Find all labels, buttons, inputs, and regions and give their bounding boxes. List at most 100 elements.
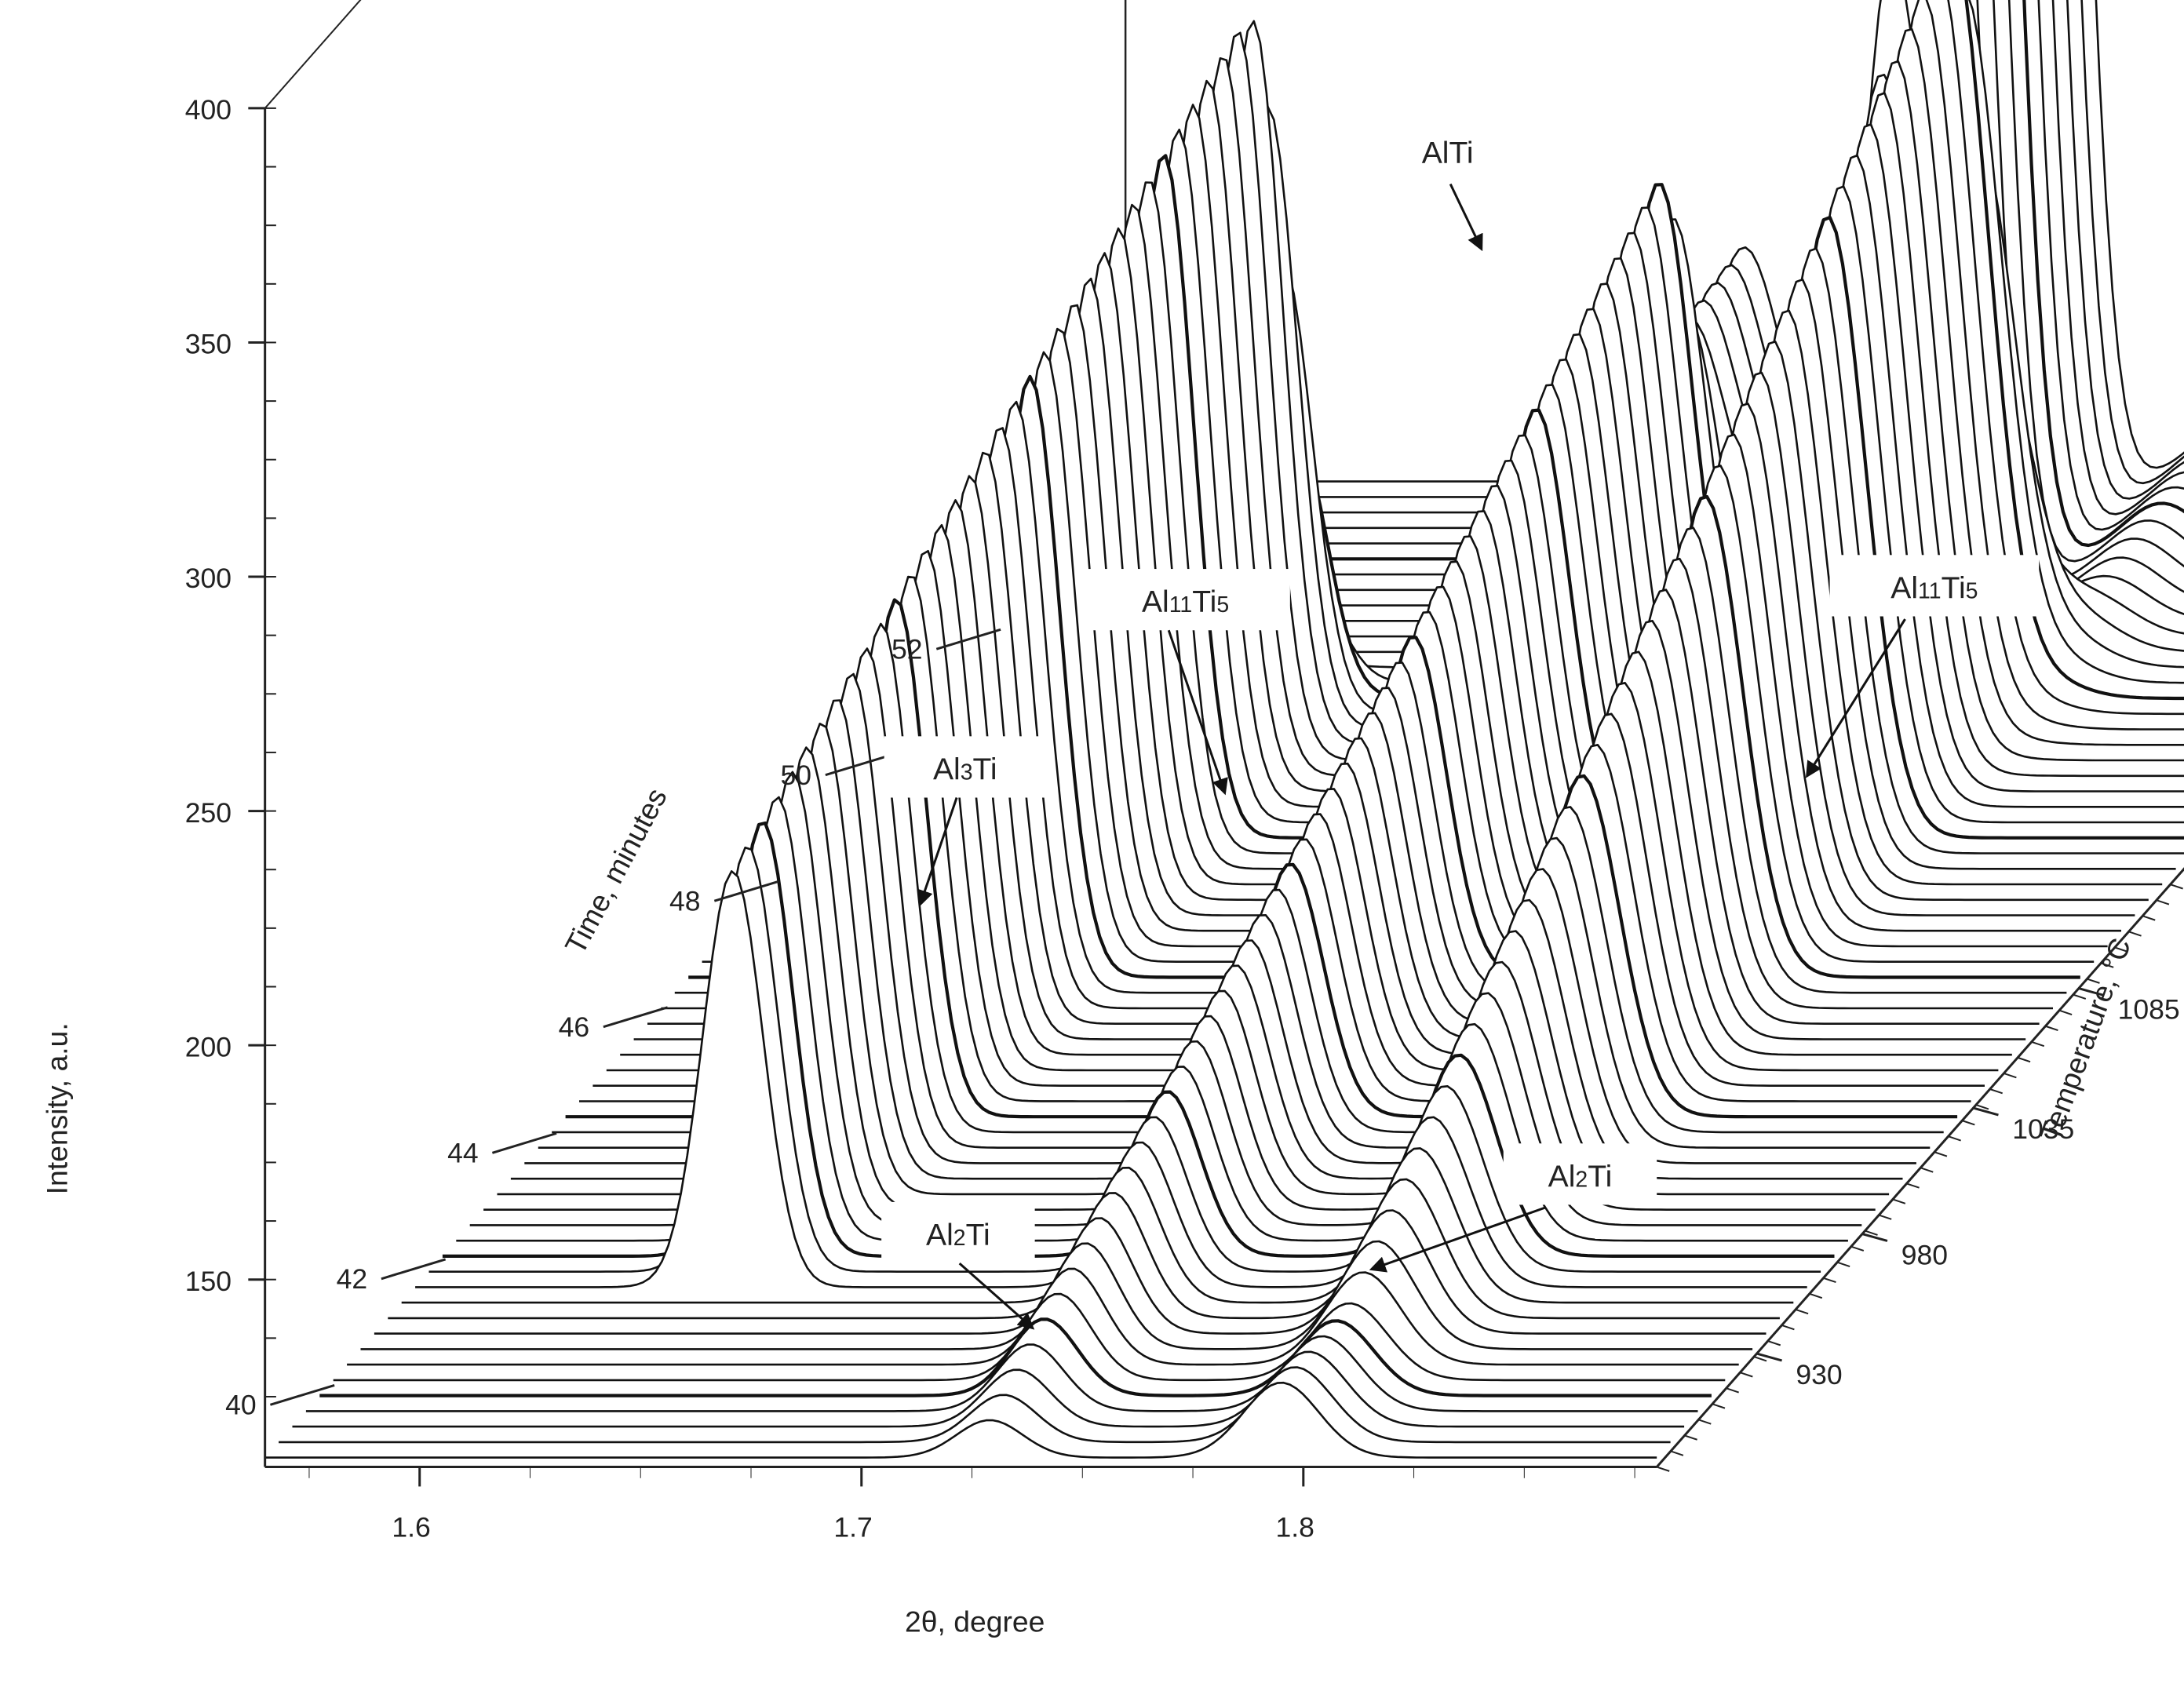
x-tick-label: 1.6 [392, 1511, 430, 1543]
temperature-minor-tick [2045, 1025, 2058, 1032]
temperature-tick [1973, 1106, 1999, 1117]
annotation-label-part: 5 [1216, 592, 1229, 618]
scan-line [360, 1240, 1753, 1350]
temperature-tick [1861, 1233, 1888, 1242]
temperature-tick-label: 1035 [2012, 1113, 2074, 1145]
time-tick [269, 1383, 335, 1406]
time-tick-label: 48 [669, 886, 701, 917]
time-tick [491, 1131, 557, 1154]
time-tick-label: 44 [447, 1138, 479, 1169]
annotation-label-part: Ti [966, 1219, 990, 1252]
time-tick-label: 46 [559, 1011, 590, 1043]
temperature-minor-tick [2031, 1040, 2045, 1048]
temperature-minor-tick [1892, 1198, 1906, 1204]
temperature-minor-tick [1878, 1214, 1892, 1220]
temperature-minor-tick [2017, 1056, 2031, 1063]
annotation-label-part: 3 [961, 760, 973, 785]
annotation-label: Al2Ti [926, 1219, 990, 1252]
temperature-minor-tick [1767, 1340, 1781, 1346]
annotation-label-part: 11 [1918, 578, 1942, 603]
temperature-minor-tick [1712, 1403, 1726, 1409]
temperature-minor-tick [1823, 1277, 1836, 1284]
annotation-box [881, 1201, 1035, 1264]
temperature-minor-tick [1684, 1434, 1697, 1441]
annotation-label-part: 2 [953, 1226, 966, 1251]
annotation-al2ti-right: Al2Ti [1369, 1143, 1657, 1273]
annotation-label: AlTi [1422, 137, 1474, 170]
temperature-minor-tick [1948, 1135, 1961, 1142]
time-axis-title: Time, minutes [558, 782, 673, 959]
time-tick [713, 880, 779, 902]
annotation-label-part: Al [926, 1219, 953, 1252]
temperature-minor-tick [2156, 899, 2170, 905]
time-tick [603, 1006, 669, 1029]
temperature-minor-tick [1726, 1387, 1739, 1394]
temperature-minor-tick [2128, 931, 2142, 937]
temperature-tick-label: 930 [1796, 1359, 1842, 1390]
annotation-label-part: 11 [1169, 592, 1193, 618]
y-axis-title: Intensity, a.u. [40, 1022, 73, 1194]
y-tick-label: 150 [185, 1266, 232, 1297]
annotation-label-part: Ti [1588, 1160, 1612, 1193]
temperature-minor-tick [2100, 962, 2114, 968]
annotation-box [1503, 1143, 1657, 1205]
annotation-arrow [1167, 629, 1228, 796]
temperature-minor-tick [1697, 1419, 1712, 1425]
annotation-label: Al11Ti5 [1142, 585, 1229, 619]
time-tick-label: 42 [337, 1263, 368, 1295]
annotation-arrow [1449, 183, 1483, 252]
temperature-minor-tick [2087, 978, 2100, 984]
annotation-label: Al11Ti5 [1890, 571, 1978, 605]
x-tick-label: 1.7 [833, 1511, 872, 1543]
temperature-tick-label: 1085 [2118, 994, 2180, 1026]
scan-occluder [415, 871, 1807, 1302]
temperature-minor-tick [1740, 1372, 1753, 1378]
annotation-label-part: 5 [1966, 578, 1978, 603]
temperature-minor-tick [1934, 1151, 1948, 1157]
annotation-box [1081, 569, 1290, 631]
time-tick-label: 40 [225, 1390, 257, 1421]
temperature-minor-tick [1809, 1292, 1823, 1299]
temperature-tick [1756, 1352, 1782, 1362]
temperature-tick [2078, 987, 2105, 997]
annotation-box [1829, 555, 2040, 617]
temperature-minor-tick [1670, 1450, 1684, 1456]
y-tick-label: 250 [185, 797, 232, 829]
temperature-tick-label: 980 [1901, 1240, 1948, 1271]
temperature-minor-tick [2114, 946, 2128, 953]
annotation-al2ti-left: Al2Ti [881, 1201, 1035, 1330]
annotation-box [1391, 119, 1504, 182]
temperature-minor-tick [2073, 993, 2087, 1000]
annotation-label-part: 2 [1575, 1167, 1588, 1192]
y-tick-label: 400 [185, 94, 232, 126]
annotation-al3ti: Al3Ti [884, 736, 1046, 907]
x-tick-label: 1.8 [1275, 1511, 1314, 1543]
annotation-label-part: Al [1890, 571, 1918, 605]
temperature-minor-tick [1850, 1245, 1865, 1252]
temperature-minor-tick [1795, 1308, 1809, 1315]
scan-occluder [264, 1383, 1657, 1472]
annotation-label-part: Al [1548, 1160, 1576, 1193]
annotation-al11ti5-right: Al11Ti5 [1805, 555, 2040, 778]
time-tick-label: 52 [891, 634, 923, 665]
temperature-minor-tick [1920, 1167, 1934, 1173]
y-tick-label: 300 [185, 563, 232, 594]
annotation-al11ti5-top: Al11Ti5 [1081, 569, 1290, 796]
annotation-label-part: Ti [973, 752, 997, 786]
time-tick [825, 754, 891, 777]
scan-line [319, 1317, 1712, 1397]
annotation-label-part: Ti [1192, 585, 1216, 619]
annotation-alti: AlTi [1391, 119, 1504, 252]
scan-line [279, 1366, 1671, 1444]
temperature-minor-tick [1656, 1466, 1670, 1472]
temperature-minor-tick [1836, 1261, 1850, 1267]
temperature-minor-tick [1962, 1120, 1975, 1126]
scan-line [305, 1335, 1698, 1412]
annotation-label: Al2Ti [1548, 1160, 1613, 1193]
x-axis-title: 2θ, degree [905, 1605, 1045, 1638]
annotation-label-part: Ti [1942, 571, 1966, 605]
annotation-box [884, 736, 1046, 798]
frame-edge-top-left [264, 0, 362, 109]
temperature-minor-tick [1865, 1230, 1878, 1236]
temperature-minor-tick [2058, 1009, 2073, 1015]
